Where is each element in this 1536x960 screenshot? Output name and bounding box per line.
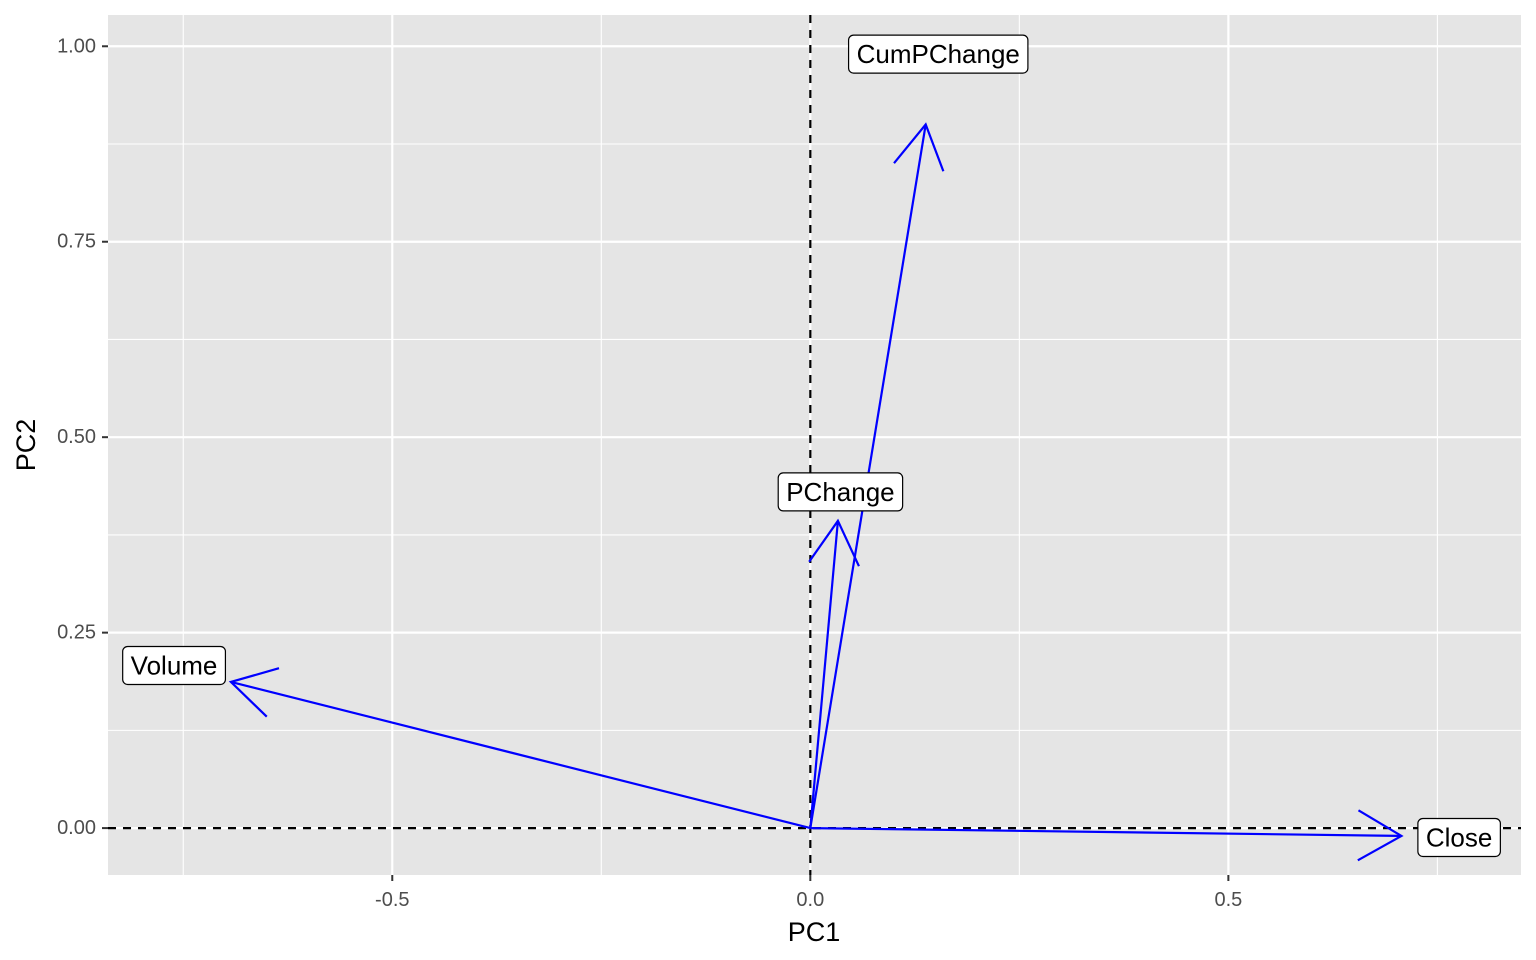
label-box-cumpchange — [847, 34, 1029, 74]
x-axis: -0.5 0.0 0.5 — [375, 875, 1242, 911]
panel-background — [108, 15, 1521, 875]
arrow-shaft-close — [810, 826, 1402, 838]
y-tick-label: 0.00 — [57, 817, 96, 839]
label-box-close — [1417, 817, 1501, 858]
x-tick-label: -0.5 — [375, 889, 409, 911]
label-pchange: PChange — [777, 472, 904, 512]
label-text-pchange: PChange — [786, 477, 894, 507]
arrow-head-close — [1357, 809, 1404, 862]
label-volume: Volume — [122, 645, 227, 686]
y-tick-label: 0.50 — [57, 426, 96, 448]
arrow-shaft-pchange — [809, 520, 840, 829]
label-text-close: Close — [1426, 822, 1492, 852]
label-text-volume: Volume — [131, 650, 218, 680]
label-cumpchange: CumPChange — [847, 34, 1029, 74]
arrow-head-pchange — [808, 518, 860, 567]
arrow-shaft-volume — [230, 680, 811, 830]
y-axis: 0.00 0.25 0.50 0.75 1.00 — [57, 35, 108, 839]
minor-gridlines — [108, 15, 1521, 875]
x-tick-label: 0.0 — [796, 889, 824, 911]
label-box-volume — [122, 645, 227, 686]
arrow-head-volume — [228, 667, 280, 718]
y-tick-label: 1.00 — [57, 35, 96, 57]
label-close: Close — [1417, 817, 1501, 858]
arrow-head-cumpchange — [893, 122, 945, 172]
label-text-cumpchange: CumPChange — [857, 39, 1020, 69]
x-axis-title: PC1 — [788, 917, 841, 947]
label-box-pchange — [777, 472, 904, 512]
x-tick-label: 0.5 — [1214, 889, 1242, 911]
variable-labels: CumPChange PChange Volume Close — [122, 34, 1501, 858]
y-tick-label: 0.75 — [57, 231, 96, 253]
y-tick-label: 0.25 — [57, 622, 96, 644]
y-axis-title: PC2 — [11, 419, 41, 472]
